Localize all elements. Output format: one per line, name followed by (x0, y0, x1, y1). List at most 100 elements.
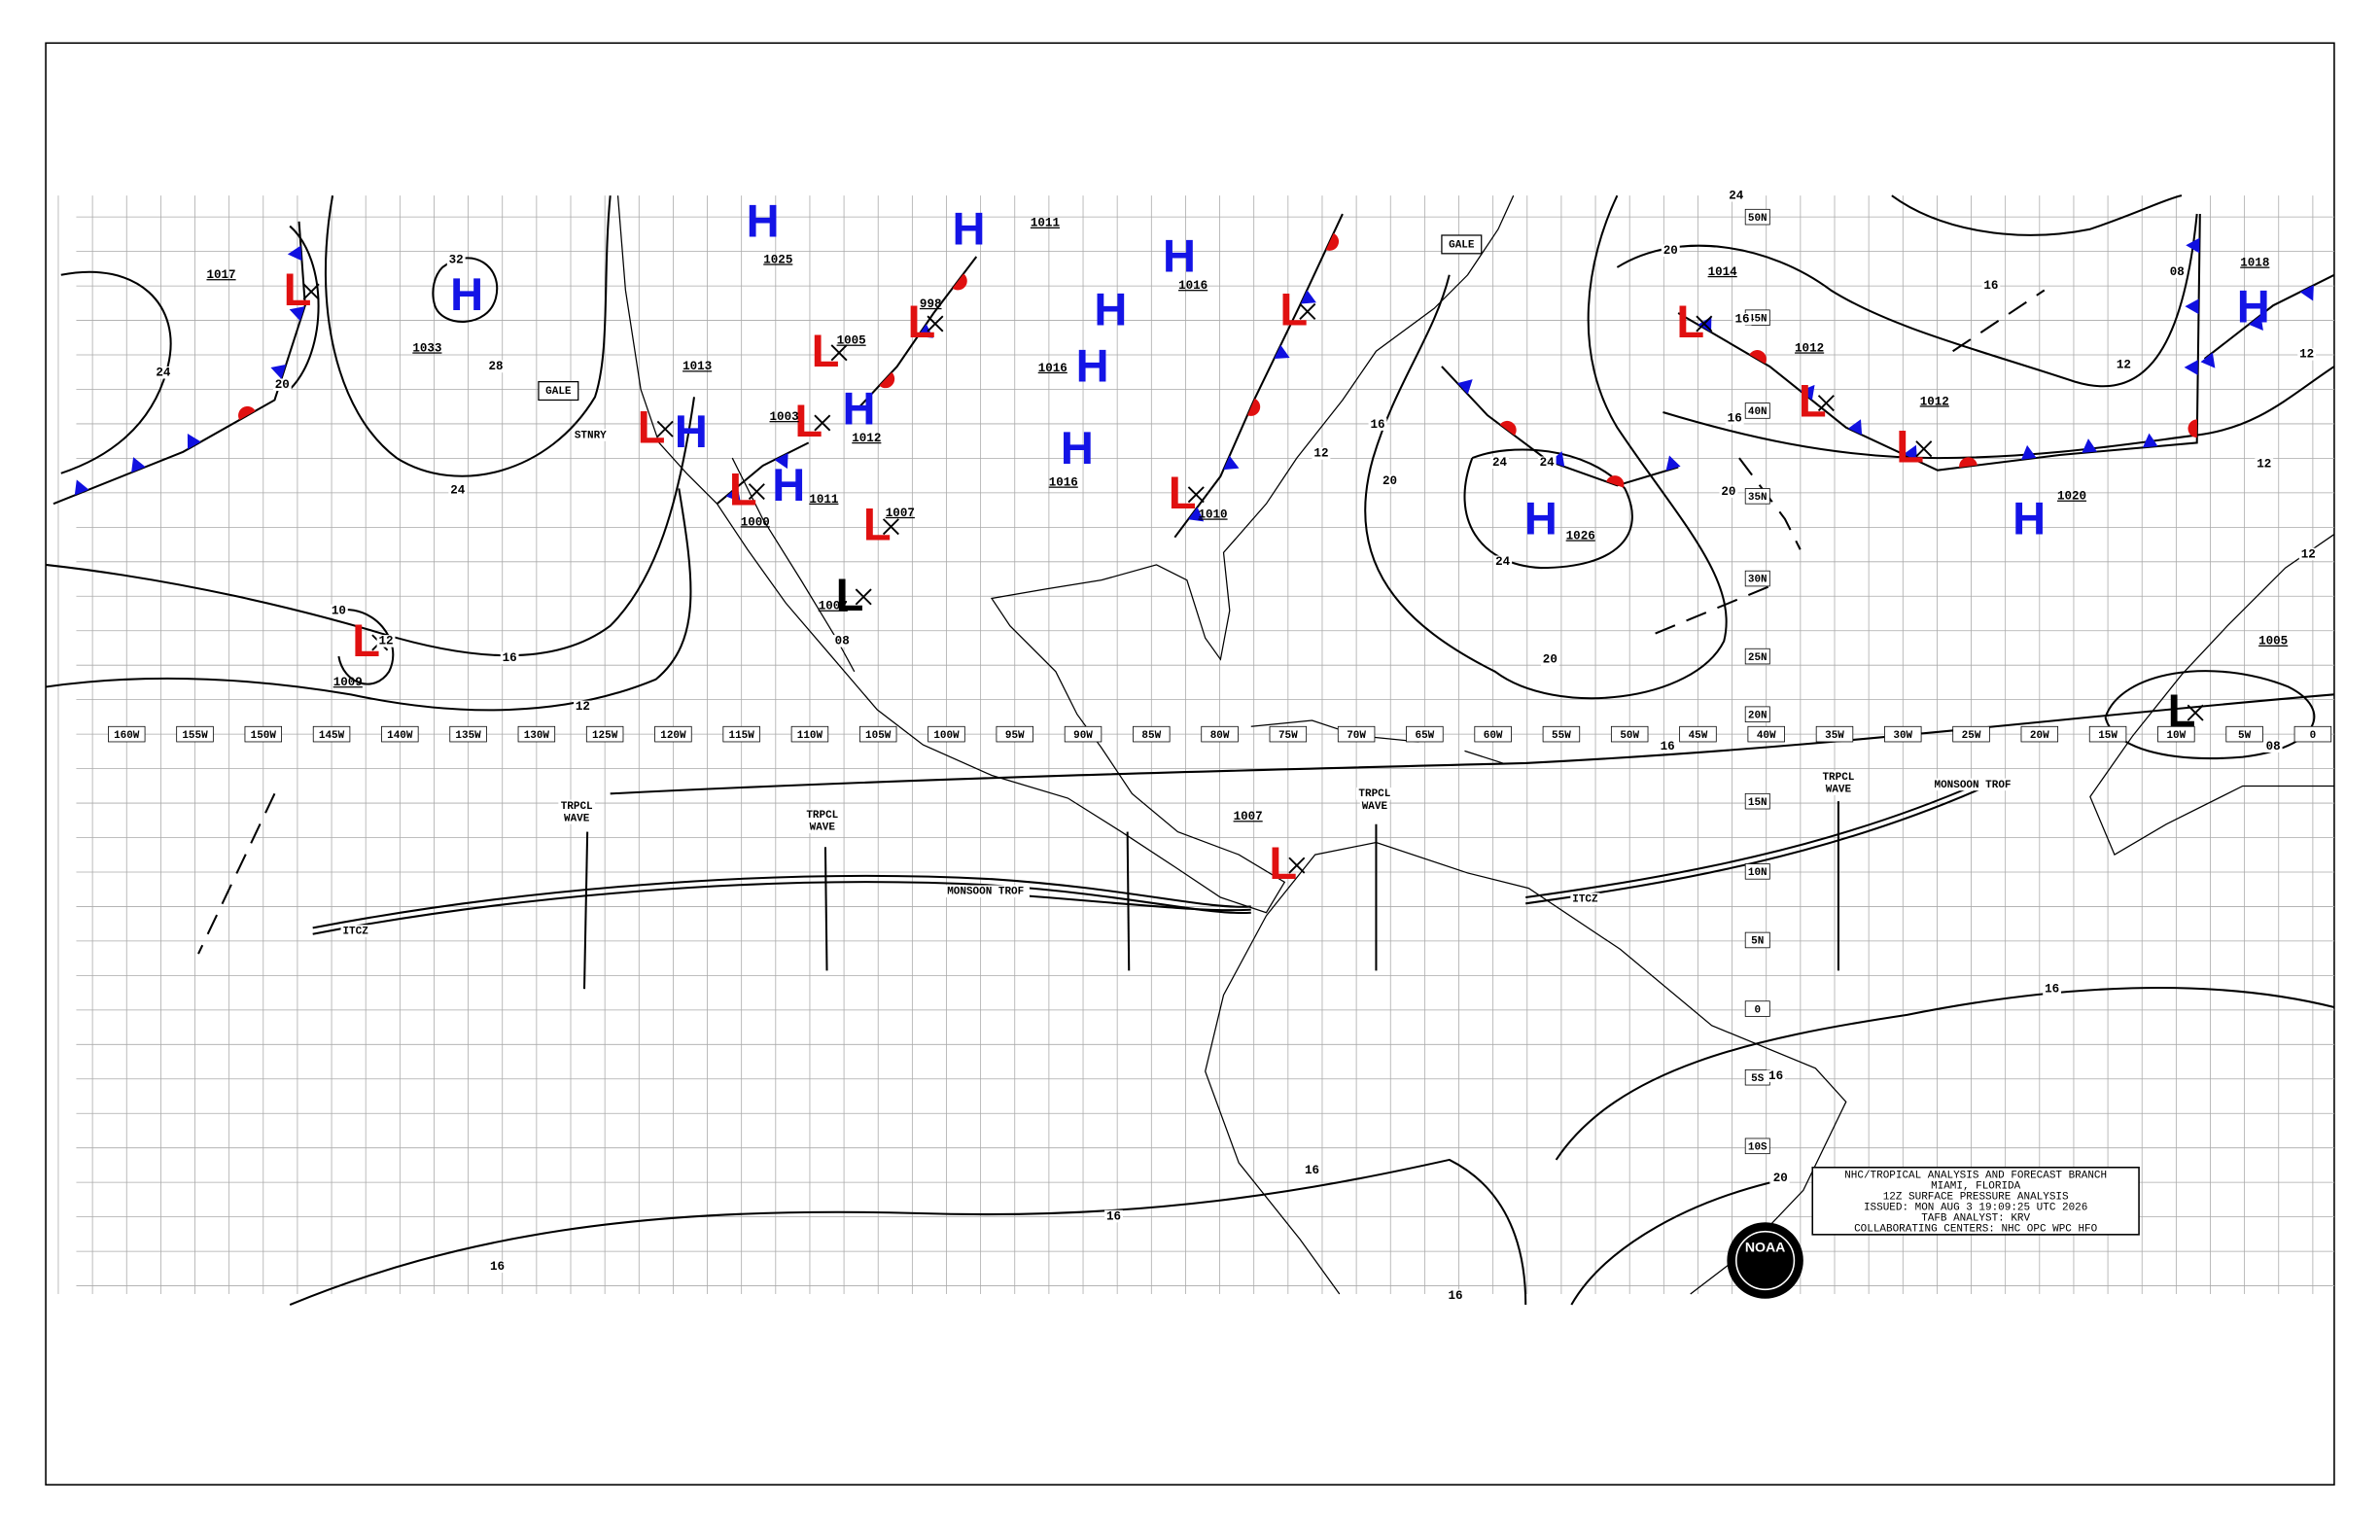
longitude-label: 65W (1416, 730, 1435, 742)
latitude-label: 50N (1748, 213, 1768, 225)
pressure-center: L (1169, 467, 1197, 518)
lat-label-box (1744, 570, 1770, 587)
longitude-label: 140W (387, 730, 413, 742)
latitude-label: 45N (1748, 313, 1768, 325)
feature-label: WAVE (810, 822, 836, 834)
pressure-center: H (772, 459, 805, 510)
longitude-label: 105W (865, 730, 892, 742)
pressure-center: H (747, 194, 780, 246)
center-cross (302, 283, 320, 300)
lat-label-box (1744, 1000, 1770, 1017)
isobar-label-bg (1727, 189, 1746, 202)
pressure-value: 1005 (837, 334, 866, 348)
longitude-label: 50W (1620, 730, 1639, 742)
labels: 160W 155W 150W 145W 140W 135W 130W 125W 120W 115W… (108, 189, 2332, 1303)
center-cross (927, 315, 944, 332)
isobar-value: 08 (2170, 265, 2185, 279)
warm-front-symbol (1247, 398, 1261, 416)
trough (197, 792, 276, 955)
isobar-value: 20 (1773, 1172, 1788, 1185)
center-cross (1299, 302, 1316, 320)
info-line: TAFB ANALYST: KRV (1921, 1212, 2030, 1224)
fronts (52, 213, 2335, 539)
isobar (1616, 213, 2198, 388)
warm-front-symbol (879, 371, 895, 389)
lon-label-box (1201, 725, 1239, 743)
tropical-wave (823, 847, 828, 971)
pressure-center: H (842, 382, 875, 434)
lon-label-box (1952, 725, 1990, 743)
center-cross (656, 420, 674, 438)
longitude-label: 10W (2166, 730, 2186, 742)
isobar-value: 16 (503, 651, 517, 665)
feature-label: TRPCL (1822, 772, 1854, 784)
feature-label: STNRY (575, 430, 607, 441)
lon-label-box (858, 725, 897, 743)
isobar-label-bg (1381, 474, 1399, 487)
lon-label-box (1269, 725, 1308, 743)
center-cross (1696, 315, 1713, 332)
lon-label-box (1679, 725, 1717, 743)
longitude-label: 135W (455, 730, 481, 742)
cold-front-symbol (289, 306, 305, 322)
pressure-value: 1011 (809, 493, 838, 507)
longitude-label: 45W (1689, 730, 1708, 742)
isobar-value: 24 (450, 483, 466, 497)
pressure-value: 1014 (1708, 265, 1738, 279)
feature-label-bg (941, 885, 1030, 898)
center-cross (1187, 486, 1205, 504)
coastline (616, 194, 1515, 914)
isobar-value: 16 (1661, 740, 1675, 753)
isobar-label-bg (1303, 1164, 1321, 1177)
isobar (324, 195, 612, 477)
pressure-value: 1020 (2057, 490, 2086, 504)
warm-front-symbol (1959, 457, 1978, 468)
feature-label-bg (1823, 783, 1853, 795)
lon-label-box (1884, 725, 1922, 743)
pressure-value: 1017 (206, 268, 235, 282)
isobar-label-bg (2263, 740, 2283, 752)
isobar-value: 16 (1305, 1164, 1319, 1177)
isobar (610, 693, 2335, 795)
center-cross (882, 518, 899, 536)
front-line (716, 441, 810, 505)
coastline (1250, 719, 1503, 764)
pressure-center: L (729, 464, 757, 515)
pressure-center: L (812, 325, 840, 376)
logo-ring (1735, 1230, 1796, 1291)
pressure-value: 998 (920, 298, 942, 311)
front-line (2203, 273, 2335, 360)
cold-front-symbol (131, 457, 146, 473)
isobar-label-bg (1732, 313, 1752, 326)
lon-label-box (1610, 725, 1649, 743)
isobar-value: 16 (1728, 412, 1742, 426)
cold-front-symbol (725, 486, 741, 503)
pressure-value: 1012 (1795, 341, 1824, 355)
info-line: COLLABORATING CENTERS: NHC OPC WPC HFO (1854, 1223, 2098, 1235)
tropical-wave (582, 831, 589, 990)
feature-label-bg (803, 809, 841, 822)
isobar-label-bg (376, 635, 396, 648)
center-cross (1288, 857, 1306, 874)
pressure-value: 1026 (1566, 529, 1595, 542)
isobars (45, 194, 2335, 1306)
isobar-value: 24 (1540, 456, 1556, 470)
cold-front-symbol (2299, 285, 2314, 301)
lat-label-box (1744, 402, 1770, 419)
isobar-label-bg (154, 366, 173, 379)
isobar-label-bg (1493, 555, 1513, 569)
isobar-value: 12 (378, 635, 393, 648)
longitude-label: 25W (1962, 730, 1981, 742)
feature-label-bg (558, 799, 595, 813)
isobar-label-bg (1719, 485, 1738, 498)
longitude-label: 40W (1757, 730, 1776, 742)
isobar-value: 16 (1768, 1069, 1783, 1083)
pressure-center: L (1676, 296, 1704, 347)
cold-front-symbol (2200, 352, 2216, 368)
warm-front-symbol (952, 273, 967, 291)
feature-label-bg (1356, 788, 1393, 800)
coastlines (616, 194, 2335, 1295)
